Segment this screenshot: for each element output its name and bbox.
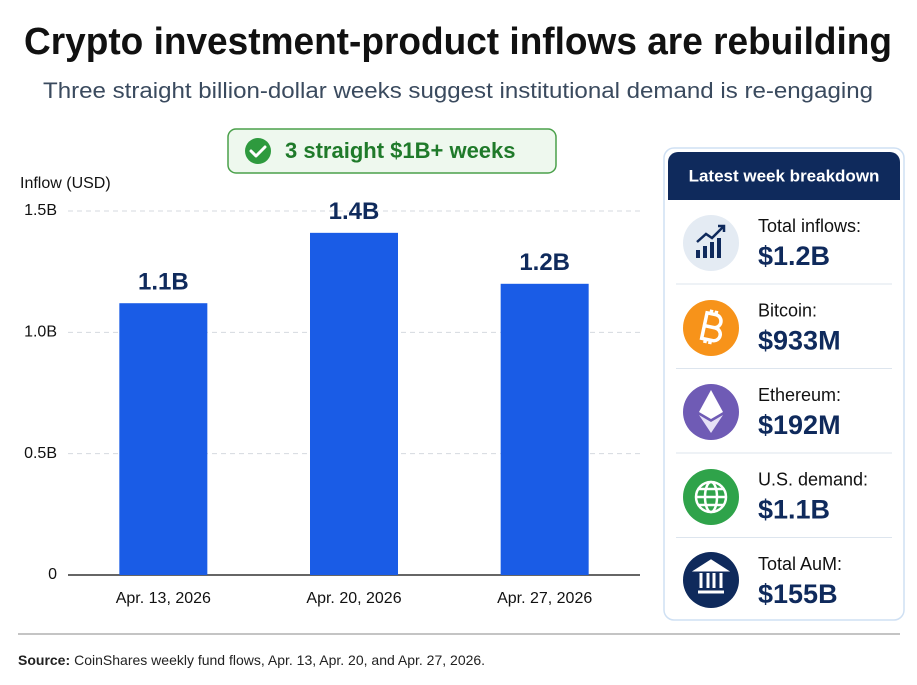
badge-box [227, 128, 557, 174]
item-value: $155B [758, 579, 838, 609]
x-tick-label: Apr. 20, 2026 [306, 590, 401, 607]
title: Crypto investment-product inflows are re… [24, 21, 892, 63]
subtitle: Three straight billion-dollar weeks sugg… [43, 78, 873, 103]
item-value: $1.1B [758, 495, 830, 525]
item-label: U.S. demand: [758, 469, 868, 489]
bar [119, 303, 208, 575]
bar [310, 232, 398, 575]
ethereum-top [699, 390, 723, 419]
bank-symbol [691, 559, 731, 594]
x-tick-label: Apr. 13, 2026 [116, 590, 211, 607]
panel: Latest week breakdown Total inflows: $1.2… [663, 147, 905, 621]
source-text: CoinShares weekly fund flows, Apr. 13, A… [74, 652, 485, 668]
item-label: Total inflows: [758, 216, 861, 236]
chart-icon-bars [696, 238, 721, 258]
x-tick-label: Apr. 27, 2026 [497, 590, 592, 607]
value-label: 1.2B [519, 249, 570, 276]
y-tick-label: 0.5B [24, 445, 57, 462]
item-label: Bitcoin: [758, 300, 817, 320]
badge: 3 straight $1B+ weeks [227, 128, 557, 174]
badge-text: 3 straight $1B+ weeks [285, 138, 516, 163]
ethereum-bottom [699, 415, 723, 433]
item-value: $933M [758, 326, 841, 356]
item-label: Total AuM: [758, 554, 842, 574]
icons [683, 215, 739, 608]
item-label: Ethereum: [758, 385, 841, 405]
y-tick-label: 0 [48, 566, 57, 583]
chart-icon-arrow [696, 224, 726, 243]
plot: 0 0.5B 1.0B 1.5B Apr. 13, 2026 1.1B Apr. 20, 2… [24, 198, 640, 607]
panel-items: Total inflows: $1.2B Bitcoin: $933M Ethereum… [676, 216, 892, 609]
check-icon [245, 138, 271, 164]
y-tick-label: 1.0B [24, 324, 57, 341]
value-label: 1.1B [138, 269, 189, 296]
bitcoin-symbol [699, 309, 723, 345]
panel-header [668, 152, 900, 200]
source: Source: CoinShares weekly fund flows, Apr… [18, 652, 485, 668]
y-tick-label: 1.5B [24, 202, 57, 219]
panel-title: Latest week breakdown [689, 166, 880, 185]
check-mark [249, 145, 267, 158]
globe-lines [694, 480, 728, 514]
value-label: 1.4B [329, 198, 380, 225]
y-axis-label: Inflow (USD) [20, 175, 111, 192]
bar [500, 283, 589, 575]
item-value: $192M [758, 410, 841, 440]
source-label: Source: [18, 652, 70, 668]
bank-icon [683, 552, 739, 608]
item-value: $1.2B [758, 241, 830, 271]
